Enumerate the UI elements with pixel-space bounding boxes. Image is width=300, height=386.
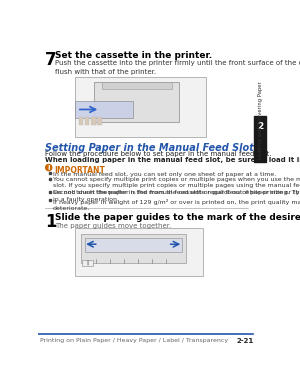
Bar (75, 77, 206, 137)
Bar (85, 238, 182, 252)
Bar (75, 228, 202, 276)
Bar (91, 117, 96, 125)
Bar (75, 101, 133, 118)
Text: 1: 1 (45, 213, 57, 232)
Text: 7: 7 (45, 51, 57, 69)
Text: In the manual feed slot, you can set only one sheet of paper at a time.: In the manual feed slot, you can set onl… (53, 172, 276, 177)
Text: Slide the paper guides to the mark of the desired paper size.: Slide the paper guides to the mark of th… (55, 213, 300, 222)
Bar (102, 82, 172, 90)
Text: IMPORTANT: IMPORTANT (54, 166, 105, 175)
Text: Push the cassette into the printer firmly until the front surface of the cassett: Push the cassette into the printer firml… (55, 60, 300, 74)
Text: The paper guides move together.: The paper guides move together. (55, 223, 172, 229)
Bar (82, 260, 93, 266)
Text: 2-21: 2-21 (237, 338, 254, 344)
Text: Do not touch the paper in the manual feed slot or pull it out while printing. Th: Do not touch the paper in the manual fee… (53, 190, 300, 201)
Text: Follow the procedure below to set paper in the manual feed slot.: Follow the procedure below to set paper … (45, 151, 272, 157)
Text: Set the cassette in the printer.: Set the cassette in the printer. (55, 51, 212, 60)
Text: Printing on Plain Paper / Heavy Paper / Label / Transparency: Printing on Plain Paper / Heavy Paper / … (40, 338, 228, 343)
Bar (94, 82, 179, 122)
Text: You cannot specify multiple print copies or multiple pages when you use the manu: You cannot specify multiple print copies… (53, 177, 300, 195)
Text: If heavy paper in weight of 129 g/m² or over is printed on, the print quality ma: If heavy paper in weight of 129 g/m² or … (53, 199, 300, 211)
Text: When loading paper in the manual feed slot, be sure to load it in portrait orien: When loading paper in the manual feed sl… (45, 157, 300, 163)
Bar (254, 116, 266, 162)
Bar (79, 117, 83, 125)
Text: 2: 2 (257, 122, 263, 131)
Bar (81, 234, 185, 264)
Circle shape (46, 164, 52, 171)
Text: i: i (47, 164, 50, 171)
Bar (85, 117, 89, 125)
Text: Setting Paper in the Manual Feed Slot: Setting Paper in the Manual Feed Slot (45, 142, 254, 152)
Text: Loading and Delivering Paper: Loading and Delivering Paper (258, 81, 263, 159)
Bar (97, 117, 102, 125)
Text: ||: || (86, 260, 90, 266)
